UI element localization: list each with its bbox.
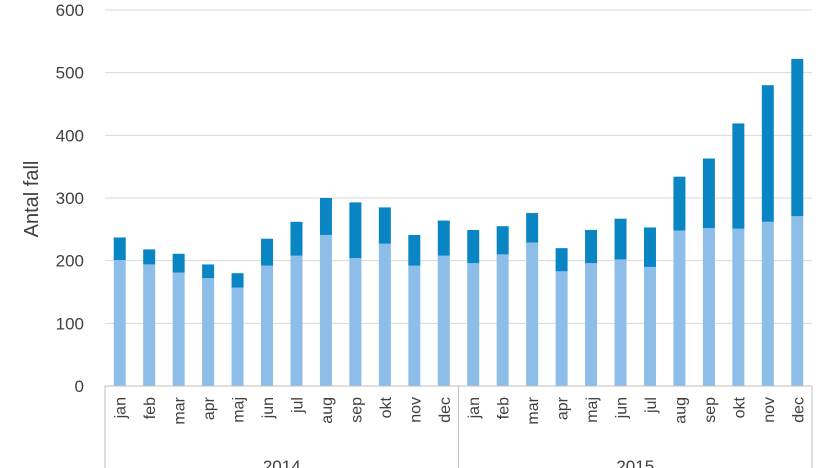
x-category-label: jan <box>113 397 130 419</box>
x-category-label: okt <box>378 396 395 418</box>
bar-segment-1 <box>319 234 332 386</box>
x-category-label: feb <box>142 397 159 419</box>
bar-segment-1 <box>643 266 656 386</box>
bar-segment-2 <box>555 248 568 272</box>
bar-segment-1 <box>437 255 450 386</box>
x-group-label: 2015 <box>616 457 654 468</box>
bar-segment-2 <box>702 158 715 229</box>
bar-segment-1 <box>202 278 215 386</box>
bar-segment-2 <box>643 227 656 267</box>
bar-segment-1 <box>290 255 303 386</box>
x-category-label: jun <box>614 397 631 419</box>
x-category-label: dec <box>790 397 807 423</box>
x-group-labels: 2014 2015 <box>263 457 654 468</box>
x-category-label: jun <box>260 397 277 419</box>
bar-segment-1 <box>673 230 686 386</box>
bar-segment-1 <box>378 243 391 386</box>
bars <box>113 58 804 386</box>
x-category-label: mar <box>525 396 542 424</box>
bar-segment-1 <box>467 263 480 386</box>
y-tick-label: 0 <box>75 377 84 396</box>
bar-segment-1 <box>143 264 156 386</box>
bar-segment-2 <box>349 202 362 259</box>
bar-segment-2 <box>172 253 185 273</box>
bar-segment-2 <box>319 198 332 235</box>
x-category-label: apr <box>201 396 218 420</box>
y-tick-labels: 0 100 200 300 400 500 600 <box>56 1 84 396</box>
bar-segment-1 <box>231 287 244 386</box>
bar-segment-2 <box>614 218 627 260</box>
bar-segment-1 <box>526 242 539 386</box>
bar-segment-1 <box>408 265 421 386</box>
y-tick-label: 200 <box>56 252 84 271</box>
x-category-label: aug <box>672 397 689 424</box>
x-category-label: okt <box>731 396 748 418</box>
y-axis-label: Antal fall <box>21 161 43 238</box>
bar-segment-2 <box>467 229 480 264</box>
x-category-label: maj <box>584 397 601 423</box>
bar-segment-2 <box>261 238 274 266</box>
bar-segment-2 <box>673 176 686 231</box>
bar-segment-1 <box>585 263 598 386</box>
x-category-label: feb <box>496 397 513 419</box>
bar-segment-1 <box>702 228 715 386</box>
x-category-label: nov <box>761 397 778 423</box>
bar-segment-2 <box>526 213 539 243</box>
x-category-labels: jan feb mar apr maj jun jul aug sep okt nov dec jan f… <box>113 396 808 424</box>
bar-segment-2 <box>585 229 598 264</box>
x-category-label: nov <box>407 397 424 423</box>
bar-segment-1 <box>172 272 185 386</box>
bar-segment-1 <box>555 271 568 386</box>
bar-segment-1 <box>791 216 804 386</box>
bar-segment-2 <box>496 226 509 255</box>
bar-segment-2 <box>113 237 126 261</box>
axes <box>104 385 813 468</box>
x-category-label: maj <box>231 397 248 423</box>
bar-segment-2 <box>202 264 215 279</box>
bar-segment-1 <box>113 260 126 386</box>
bar-segment-1 <box>761 221 774 386</box>
x-group-label: 2014 <box>263 457 301 468</box>
x-category-label: jul <box>289 397 306 414</box>
x-category-label: mar <box>172 396 189 424</box>
y-tick-label: 400 <box>56 126 84 145</box>
bar-segment-2 <box>761 85 774 222</box>
bar-segment-2 <box>437 220 450 256</box>
bar-segment-2 <box>378 207 391 244</box>
x-category-label: sep <box>348 397 365 423</box>
y-tick-label: 500 <box>56 64 84 83</box>
y-tick-label: 100 <box>56 314 84 333</box>
x-category-label: sep <box>702 397 719 423</box>
x-category-label: dec <box>437 397 454 423</box>
x-category-label: jan <box>466 397 483 419</box>
y-tick-label: 600 <box>56 1 84 20</box>
bar-segment-1 <box>349 258 362 386</box>
x-category-label: aug <box>319 397 336 424</box>
gridlines <box>105 9 812 324</box>
bar-segment-1 <box>614 259 627 386</box>
y-tick-label: 300 <box>56 189 84 208</box>
bar-segment-2 <box>732 123 745 229</box>
bar-segment-2 <box>408 234 421 266</box>
bar-segment-2 <box>290 221 303 256</box>
bar-segment-2 <box>791 58 804 217</box>
bar-segment-1 <box>496 254 509 386</box>
bar-segment-1 <box>261 265 274 386</box>
bar-segment-2 <box>231 273 244 288</box>
x-category-label: jul <box>643 397 660 414</box>
bar-segment-1 <box>732 228 745 386</box>
x-category-label: apr <box>555 396 572 420</box>
bar-segment-2 <box>143 249 156 265</box>
